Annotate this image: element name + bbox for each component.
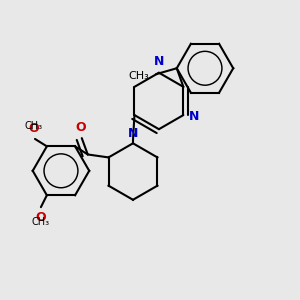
Text: N: N [189,110,199,123]
Text: O: O [75,121,86,134]
Text: O: O [28,122,39,135]
Text: CH₃: CH₃ [129,71,149,81]
Text: CH₃: CH₃ [24,121,43,130]
Text: N: N [154,55,164,68]
Text: N: N [128,127,138,140]
Text: O: O [36,211,46,224]
Text: CH₃: CH₃ [32,217,50,227]
